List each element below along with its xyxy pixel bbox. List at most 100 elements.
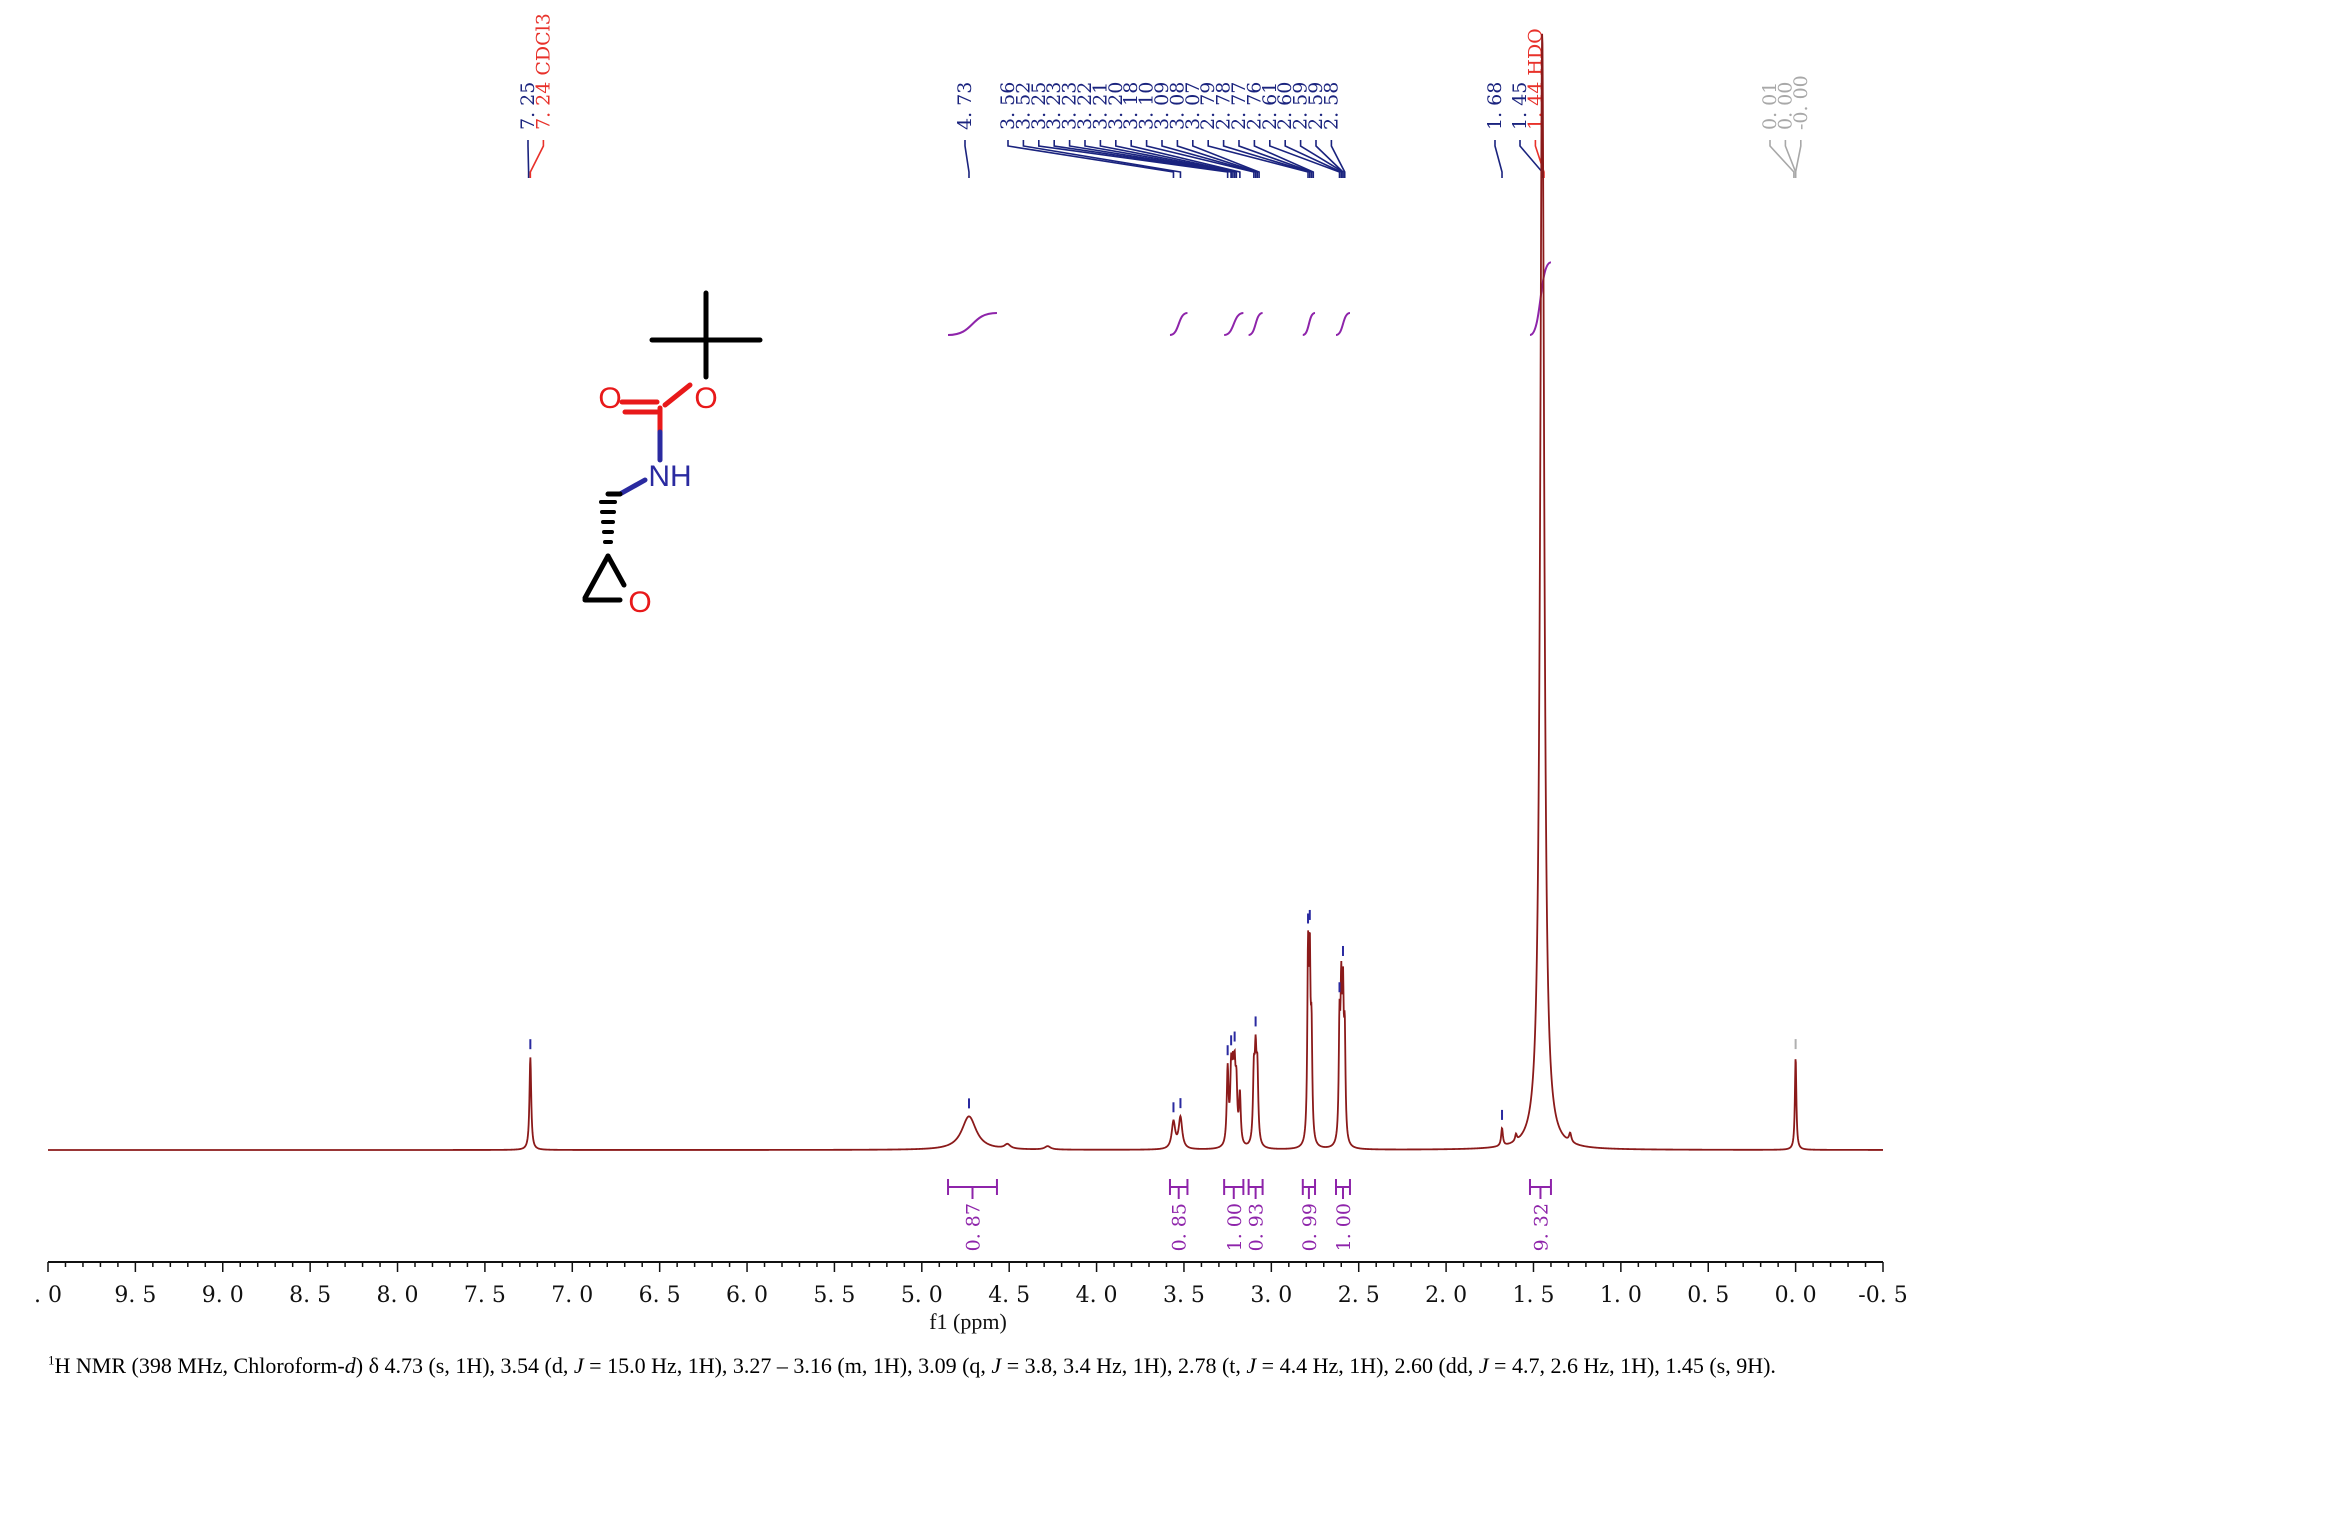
integral-curve [1169, 312, 1188, 336]
peak-leader-line [1269, 140, 1341, 178]
caption-italic: J [1246, 1353, 1257, 1378]
peak-leader-line [1130, 140, 1241, 178]
peak-label: 2. 76 [1243, 82, 1265, 130]
x-tick-label: 5. 5 [813, 1283, 855, 1308]
peak-label: 3. 25 [1028, 82, 1050, 130]
caption-text: = 4.7, 2.6 Hz, 1H), 1.45 (s, 9H). [1488, 1353, 1776, 1378]
peak-label: 3. 10 [1136, 82, 1158, 130]
integral-value: 0. 93 [1246, 1203, 1268, 1251]
x-tick-label: -0. 5 [1858, 1283, 1907, 1308]
bond-epoxide-1 [582, 553, 611, 601]
spectrum-trace [48, 33, 1884, 1151]
peak-leader-line [1115, 140, 1238, 178]
x-tick-label: 7. 5 [464, 1283, 506, 1308]
atom-nh: NH [648, 460, 691, 493]
peak-leader-line [1099, 140, 1236, 178]
atom-o-ester: O [694, 382, 717, 415]
peak-label: 1. 68 [1484, 82, 1506, 130]
peak-leader-line [1769, 140, 1795, 178]
caption-text: H NMR (398 MHz, Chloroform- [54, 1353, 345, 1378]
peak-leader-line [1022, 140, 1182, 178]
x-tick-label: 6. 0 [726, 1283, 768, 1308]
integral-value: 0. 99 [1299, 1203, 1321, 1251]
x-tick-label: 2. 5 [1338, 1283, 1380, 1308]
peak-label: 2. 77 [1228, 82, 1250, 130]
integral-curve [1335, 312, 1351, 336]
chemical-structure: O O NH O [582, 290, 763, 619]
peak-leader-line [1192, 140, 1260, 178]
integral-value: 0. 87 [962, 1203, 984, 1251]
peak-label: 2. 59 [1305, 82, 1327, 130]
atom-o-epoxide: O [628, 586, 651, 619]
peak-leader-line [1053, 140, 1232, 178]
peak-leader-line [1222, 140, 1311, 178]
integral-curve [1223, 312, 1244, 336]
peak-label: -0. 00 [1790, 75, 1812, 130]
integral-bar-layer: 0. 87 0. 85 1. 00 0. 93 0. 99 1. 00 9. 32 [947, 1179, 1552, 1251]
peak-leader-line [1068, 140, 1232, 178]
peak-leader-line [1284, 140, 1343, 178]
peak-label: 3. 07 [1182, 82, 1204, 130]
integral-curve [948, 312, 997, 336]
peak-label: 3. 23 [1059, 82, 1081, 130]
peak-label: 1. 45 [1509, 82, 1531, 130]
peak-leader-line [1519, 140, 1544, 178]
peak-leader-line [1238, 140, 1313, 178]
caption-text: = 15.0 Hz, 1H), 3.27 – 3.16 (m, 1H), 3.0… [583, 1353, 992, 1378]
peak-label: 3. 52 [1012, 82, 1034, 130]
peak-label: 3. 18 [1120, 82, 1142, 130]
peak-label: 3. 09 [1151, 82, 1173, 130]
bond-o-c [662, 382, 693, 408]
x-axis-label: f1 (ppm) [929, 1309, 1007, 1334]
peak-label: 0. 01 [1759, 82, 1781, 130]
integral-curve [1302, 312, 1316, 336]
x-tick-label: 9. 5 [114, 1283, 156, 1308]
x-tick-label: 2. 0 [1425, 1283, 1467, 1308]
x-tick-label: 1. 5 [1512, 1283, 1554, 1308]
peak-label: 7. 25 [517, 82, 539, 130]
peak-leader-line [1145, 140, 1255, 178]
peak-leader-line [1161, 140, 1257, 178]
integral-curve-layer [948, 261, 1552, 336]
peak-label: 0. 00 [1774, 82, 1796, 130]
peak-label: 3. 20 [1105, 82, 1127, 130]
peak-leader-line [964, 140, 970, 178]
peak-label: 2. 60 [1274, 82, 1296, 130]
bond-n-ch2 [617, 477, 648, 497]
peak-leader-line [1176, 140, 1259, 178]
nmr-caption: 1H NMR (398 MHz, Chloroform-d) δ 4.73 (s… [48, 1353, 2328, 1379]
peak-label: 3. 08 [1166, 82, 1188, 130]
bond-epoxide-2 [605, 553, 627, 588]
peak-label: 7. 24 CDCl3 [532, 13, 554, 130]
peak-leader-line [1038, 140, 1229, 178]
x-tick-label: 6. 5 [639, 1283, 681, 1308]
spectrum-layer [48, 33, 1884, 1151]
x-tick-label: 9. 0 [202, 1283, 244, 1308]
x-tick-label: 8. 0 [377, 1283, 419, 1308]
peak-leader-line [1084, 140, 1234, 178]
x-tick-label: 3. 0 [1250, 1283, 1292, 1308]
peak-label: 3. 23 [1043, 82, 1065, 130]
peak-label: 2. 58 [1320, 82, 1342, 130]
x-tick-label: 4. 5 [988, 1283, 1030, 1308]
hashed-wedge-bond [599, 500, 617, 544]
integral-value: 1. 00 [1333, 1203, 1355, 1251]
x-tick-label: 3. 5 [1163, 1283, 1205, 1308]
peak-leader-line [1494, 140, 1503, 178]
peak-leader-line [1330, 140, 1346, 178]
peak-label-layer: 7. 257. 24 CDCl3 4. 73 3. 563. 523. 253. 2… [517, 13, 1812, 178]
peak-tick-layer [529, 909, 1797, 1120]
x-tick-label: 8. 5 [289, 1283, 331, 1308]
caption-text: = 4.4 Hz, 1H), 2.60 (dd, [1256, 1353, 1479, 1378]
caption-superscript: 1 [48, 1352, 55, 1368]
peak-label: 2. 61 [1259, 82, 1281, 130]
x-tick-label: 7. 0 [551, 1283, 593, 1308]
x-tick-label: 0. 0 [1775, 1283, 1817, 1308]
peak-leader-line [527, 140, 530, 178]
integral-curve [1248, 312, 1263, 336]
caption-italic: J [1478, 1353, 1489, 1378]
x-axis: . 0 9. 5 9. 0 8. 5 8. 0 7. 5 7. 0 6. 5 6. 0 5. 5 5… [34, 1261, 1908, 1308]
caption-italic: J [991, 1353, 1002, 1378]
x-tick-label: . 0 [34, 1283, 62, 1308]
peak-leader-line [1253, 140, 1315, 178]
